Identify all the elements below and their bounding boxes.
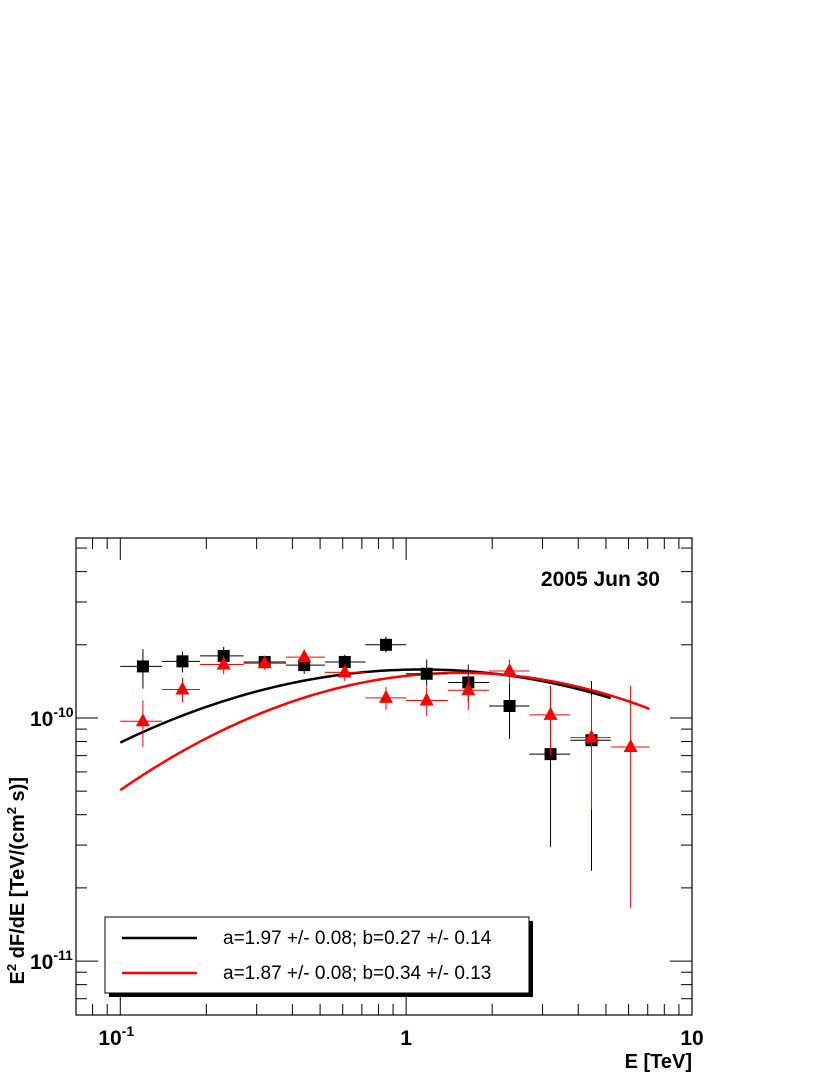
data-point-triangle bbox=[337, 664, 352, 678]
x-tick-label-base: 10 bbox=[680, 1027, 703, 1050]
data-point-square bbox=[420, 667, 433, 680]
data-points bbox=[120, 636, 650, 909]
fit-curve-2 bbox=[119, 671, 650, 792]
data-point-triangle bbox=[216, 656, 231, 670]
data-point-triangle bbox=[297, 649, 312, 663]
legend-label-fit-1: a=1.97 +/- 0.08; b=0.27 +/- 0.14 bbox=[223, 928, 492, 949]
y-axis-title-part-2: dF/dE [TeV/(cm bbox=[7, 814, 29, 964]
x-tick-label-base: 10 bbox=[98, 1027, 121, 1050]
legend: a=1.97 +/- 0.08; b=0.27 +/- 0.14 a=1.87 … bbox=[104, 916, 533, 997]
y-axis-title-part-1: E bbox=[7, 971, 29, 984]
fit-curves bbox=[119, 668, 650, 792]
annotation-date: 2005 Jun 30 bbox=[541, 568, 660, 591]
data-point-triangle bbox=[257, 655, 272, 669]
y-axis-title-sup-2: 2 bbox=[4, 807, 19, 814]
y-axis-title-sup-1: 2 bbox=[4, 964, 19, 971]
data-point-triangle bbox=[543, 706, 558, 720]
data-point-square bbox=[379, 638, 392, 651]
data-point-triangle bbox=[502, 663, 517, 677]
legend-box bbox=[104, 916, 530, 994]
legend-label-fit-2: a=1.87 +/- 0.08; b=0.34 +/- 0.13 bbox=[223, 963, 491, 984]
y-tick-label: 10-11 bbox=[30, 947, 73, 974]
y-axis-title-part-3: s)] bbox=[7, 777, 29, 807]
x-axis-title: E [TeV] bbox=[625, 1051, 692, 1073]
x-tick-label: 1 bbox=[400, 1027, 412, 1050]
data-point-triangle bbox=[135, 713, 150, 727]
data-point-triangle bbox=[378, 689, 393, 703]
data-point-triangle bbox=[419, 692, 434, 706]
y-tick-label-exp: -10 bbox=[53, 704, 73, 720]
y-tick-label-exp: -11 bbox=[53, 947, 73, 963]
data-point-square bbox=[136, 660, 149, 673]
data-point-square bbox=[338, 655, 351, 668]
data-point-triangle bbox=[584, 729, 599, 743]
data-point-square bbox=[176, 655, 189, 668]
x-tick-label: 10-1 bbox=[98, 1023, 134, 1050]
y-tick-label: 10-10 bbox=[30, 704, 74, 731]
x-tick-label: 10 bbox=[680, 1027, 703, 1050]
y-tick-label-base: 10 bbox=[30, 951, 53, 974]
x-tick-label-base: 1 bbox=[400, 1027, 412, 1050]
plot-frame bbox=[75, 537, 693, 1016]
y-axis-title: E2 dF/dE [TeV/(cm2 s)] bbox=[4, 777, 29, 984]
data-point-square bbox=[298, 659, 311, 672]
x-tick-label-exp: -1 bbox=[122, 1023, 135, 1039]
data-point-triangle bbox=[461, 682, 476, 696]
data-point-square bbox=[503, 700, 516, 713]
data-point-triangle bbox=[623, 738, 638, 752]
y-tick-label-base: 10 bbox=[30, 708, 53, 731]
data-point-triangle bbox=[175, 681, 190, 695]
